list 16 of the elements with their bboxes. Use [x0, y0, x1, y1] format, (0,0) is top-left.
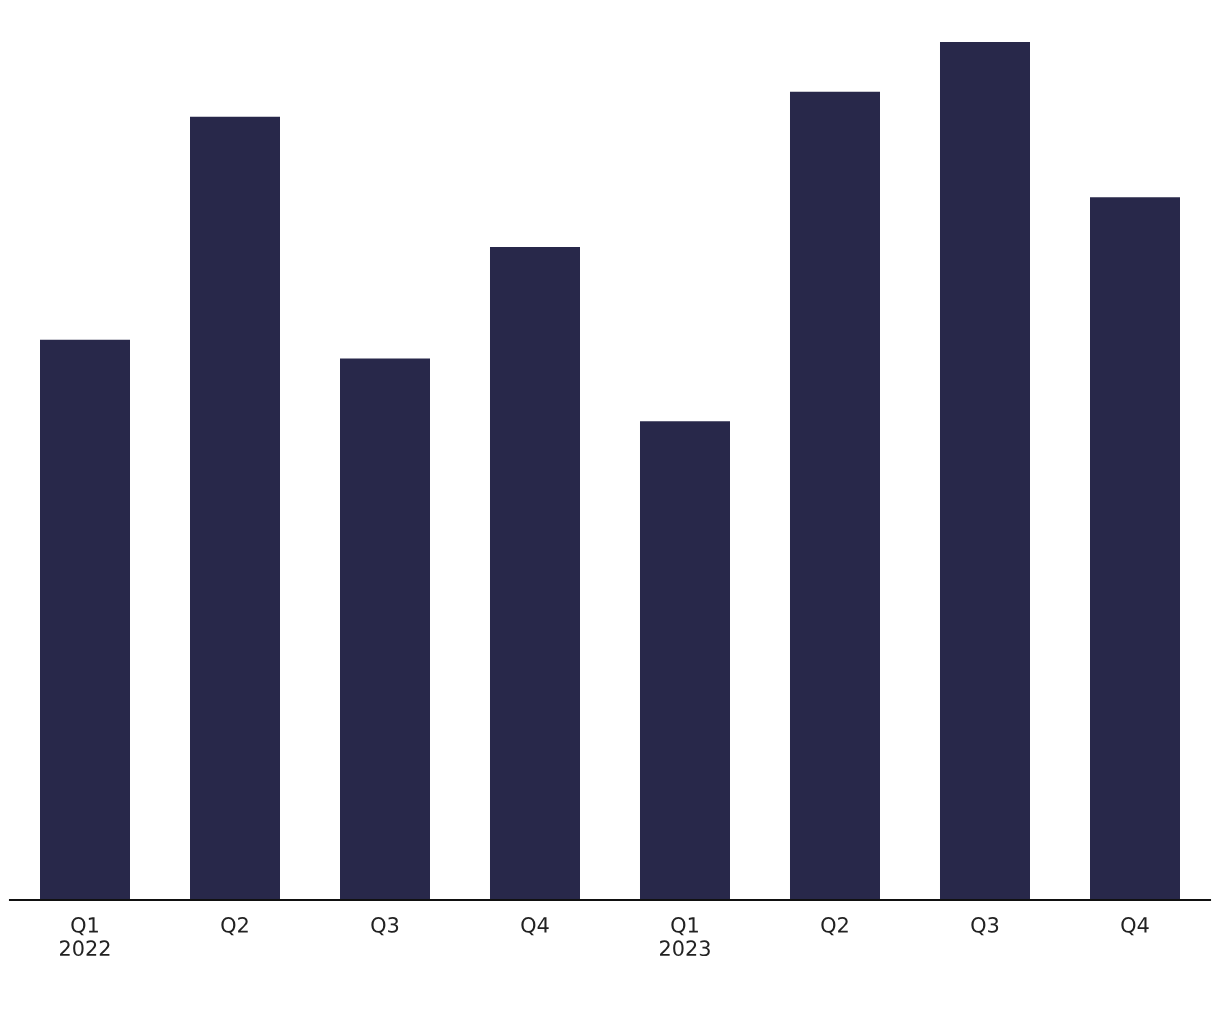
- x-tick-label: Q1 2022: [60, 917, 110, 957]
- bar: [490, 247, 580, 900]
- bar: [790, 91, 880, 900]
- bar: [40, 339, 130, 900]
- x-tick-label: Q3: [371, 917, 399, 936]
- bar: [340, 358, 430, 900]
- x-tick-label: Q2: [821, 917, 848, 936]
- x-tick-label: Q4: [521, 917, 549, 936]
- bar: [940, 42, 1030, 900]
- x-tick-label: Q1 2023: [660, 917, 710, 957]
- bar: [640, 421, 730, 900]
- x-tick-label: Q2: [221, 917, 248, 936]
- x-tick-label: Q3: [971, 917, 999, 936]
- bar: [190, 116, 280, 900]
- bar: [1090, 197, 1180, 900]
- x-tick-label: Q4: [1121, 917, 1149, 936]
